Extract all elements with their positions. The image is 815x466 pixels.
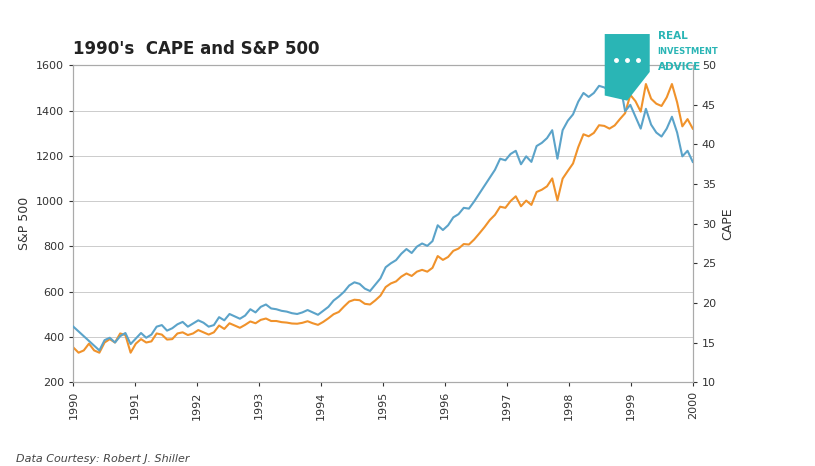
Text: INVESTMENT: INVESTMENT <box>658 48 718 56</box>
Text: ADVICE: ADVICE <box>658 62 701 72</box>
Text: 1990's  CAPE and S&P 500: 1990's CAPE and S&P 500 <box>73 40 319 58</box>
Y-axis label: S&P 500: S&P 500 <box>18 197 31 250</box>
Text: REAL: REAL <box>658 31 687 41</box>
Text: Data Courtesy: Robert J. Shiller: Data Courtesy: Robert J. Shiller <box>16 454 190 464</box>
Polygon shape <box>605 34 650 101</box>
Y-axis label: CAPE: CAPE <box>721 207 734 240</box>
